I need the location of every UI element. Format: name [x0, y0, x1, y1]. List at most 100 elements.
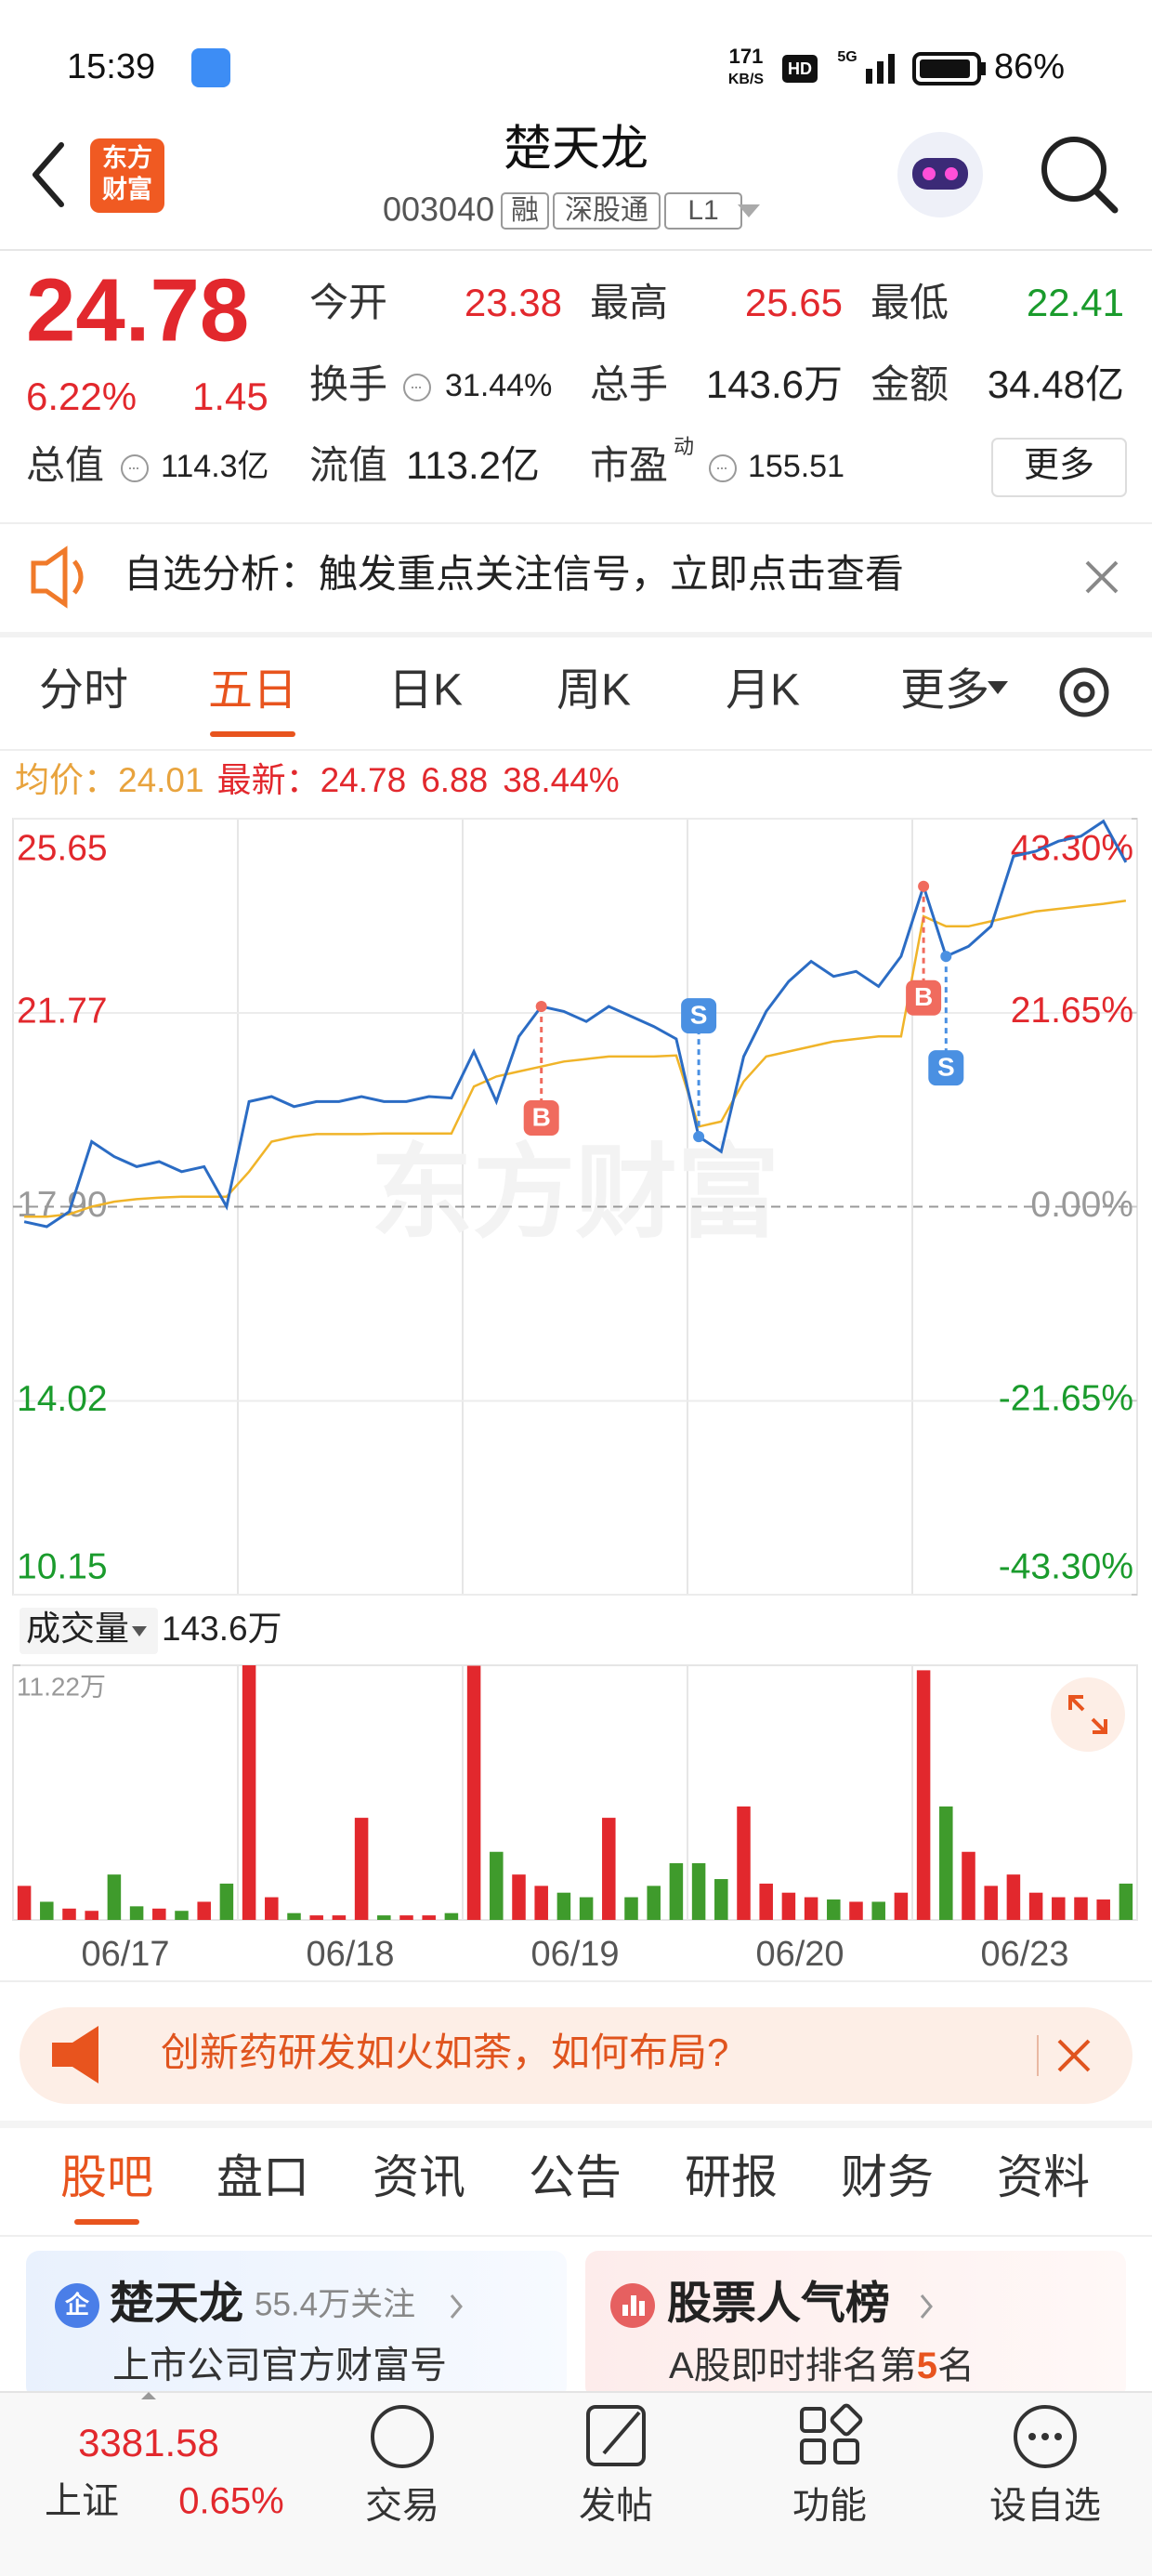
tag-box: [553, 192, 661, 230]
card-icon: [55, 2283, 99, 2328]
card[interactable]: [585, 2251, 1126, 2399]
card-title: 楚天龙: [110, 2280, 243, 2329]
trade-marker[interactable]: [906, 979, 942, 1016]
content-tab[interactable]: 资料: [997, 2151, 1090, 2203]
settings-gear[interactable]: [1059, 667, 1109, 717]
tab[interactable]: 日K: [388, 666, 463, 716]
last-label: 最新：: [217, 761, 321, 799]
logo[interactable]: [90, 138, 164, 213]
volume-bar: [1096, 1899, 1110, 1920]
content-tab[interactable]: 财务: [841, 2151, 934, 2203]
volume-bar: [691, 1862, 706, 1920]
notice-text[interactable]: 自选分析：触发重点关注信号，立即点击查看: [124, 552, 904, 596]
field-label: 流值: [309, 443, 387, 487]
tab[interactable]: 更多: [900, 666, 989, 716]
tags: 融深股通 L1: [501, 192, 742, 230]
volume-bar: [602, 1818, 616, 1920]
field-value: 143.6万: [706, 362, 843, 406]
avatar-eye: [923, 167, 936, 180]
info-icon[interactable]: [121, 454, 149, 482]
y2-tick-label: 21.65%: [1011, 991, 1133, 1031]
content-tab[interactable]: 盘口: [216, 2151, 309, 2203]
rank-suffix: 名: [937, 2346, 975, 2386]
field-label: 市盈: [590, 443, 668, 487]
more-text: 更多: [1024, 446, 1094, 485]
volume-bar: [175, 1911, 189, 1920]
volume-bar: [849, 1901, 863, 1920]
tab[interactable]: 分时: [39, 666, 128, 716]
rank: 5: [917, 2346, 937, 2386]
nav-icons: [371, 2403, 1077, 2468]
content-tab[interactable]: 股吧: [60, 2151, 153, 2203]
tab[interactable]: 周K: [556, 666, 631, 716]
field-label: 今开: [309, 281, 387, 324]
tab[interactable]: 月K: [726, 666, 800, 716]
banner[interactable]: [20, 2007, 1132, 2104]
nav-item[interactable]: 设自选: [989, 2486, 1101, 2527]
period-tabs: 分时 五日 日K 周K 月K 更多: [39, 666, 989, 737]
content-tab[interactable]: 公告: [529, 2151, 622, 2203]
field-label: 最高: [590, 281, 668, 324]
volume-bar: [939, 1806, 953, 1920]
volume-bar: [669, 1862, 684, 1920]
volume-bar: [827, 1899, 841, 1920]
nav-item[interactable]: 发帖: [579, 2486, 653, 2527]
expand-button[interactable]: [1051, 1677, 1125, 1752]
back-button[interactable]: [33, 142, 64, 207]
nav-items: 交易 发帖 功能 设自选: [365, 2486, 1101, 2527]
info-icon[interactable]: [709, 454, 737, 482]
search-button[interactable]: [1041, 137, 1106, 202]
index-value[interactable]: 3381.58: [78, 2421, 219, 2464]
banner-close[interactable]: [1057, 2039, 1091, 2072]
field-label: 换手: [309, 362, 387, 406]
volume-bar: [737, 1806, 751, 1920]
dropdown[interactable]: [738, 204, 760, 217]
card[interactable]: [26, 2251, 567, 2399]
notice-close[interactable]: [1085, 560, 1119, 594]
field-label: 总值: [26, 443, 104, 487]
trade-marker[interactable]: [681, 998, 717, 1034]
logo-line2: 财富: [102, 175, 152, 204]
volume-bar: [242, 1665, 256, 1920]
expand-icon: [1068, 1695, 1107, 1734]
last-value: 24.78: [321, 761, 407, 799]
volume-bar: [219, 1883, 234, 1920]
volume-bar: [916, 1670, 931, 1920]
content-tab[interactable]: 资讯: [373, 2151, 465, 2203]
card-subtitle: 上市公司官方财富号: [112, 2346, 447, 2386]
trade-label: B: [914, 982, 933, 1011]
volume-bar: [287, 1912, 301, 1920]
card-meta: 55.4万关注: [255, 2286, 415, 2322]
nav-item[interactable]: 交易: [365, 2486, 439, 2527]
field-label: 最低: [871, 281, 949, 324]
trade-marker[interactable]: [523, 1100, 559, 1137]
field-label: 金额: [871, 362, 949, 406]
tab[interactable]: 五日: [208, 666, 297, 716]
trade-marker[interactable]: [928, 1050, 964, 1086]
nav-arrow: [141, 2392, 156, 2399]
volume-bar: [1028, 1892, 1043, 1920]
info-icon[interactable]: [403, 374, 431, 401]
tag: L1: [687, 195, 718, 226]
battery: [912, 52, 981, 85]
field-label: 总手: [590, 362, 668, 406]
x-tick-label: 06/23: [980, 1935, 1068, 1974]
nav-item[interactable]: 功能: [792, 2486, 867, 2527]
card-title: 股票人气榜: [667, 2280, 890, 2329]
volume-bar: [466, 1665, 481, 1920]
y2-tick-label: -43.30%: [999, 1546, 1133, 1586]
tag-box: [501, 192, 549, 230]
trade-point: [693, 1131, 705, 1143]
last-change-pct: 38.44%: [503, 761, 620, 799]
field-value: 22.41: [1027, 281, 1124, 324]
content-tab[interactable]: 研报: [685, 2151, 778, 2203]
volume-max-label: 11.22万: [17, 1672, 106, 1701]
more-button[interactable]: [991, 438, 1127, 497]
banner-icon: [52, 2026, 98, 2083]
volume-bar: [1052, 1897, 1066, 1920]
volume-bar: [759, 1883, 773, 1920]
volume-bar: [85, 1911, 98, 1920]
volume-selector[interactable]: [20, 1608, 158, 1654]
